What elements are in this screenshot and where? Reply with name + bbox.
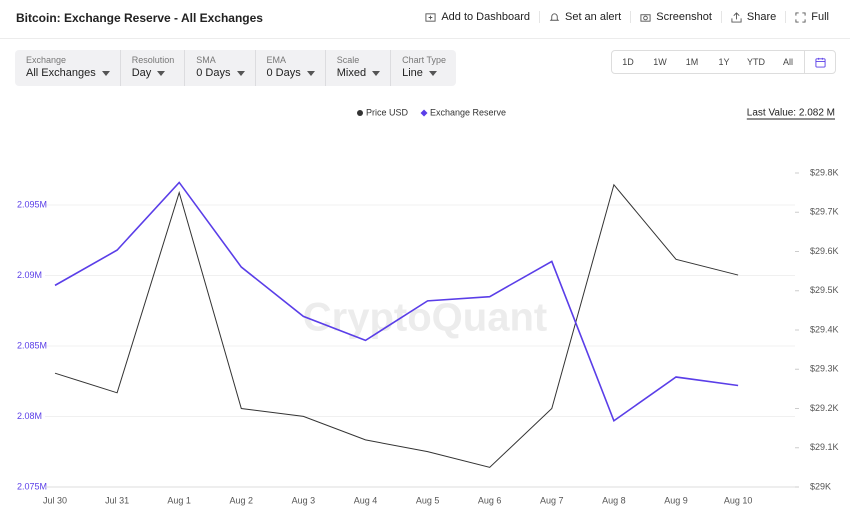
button-label: Add to Dashboard — [441, 11, 530, 23]
legend-marker — [420, 109, 428, 117]
x-tick-label: Aug 10 — [724, 495, 753, 505]
filter-value-row: Day — [132, 67, 175, 79]
y-tick-label: 2.095M — [17, 199, 47, 209]
filter-dropdown[interactable]: Scale Mixed — [324, 50, 390, 86]
y2-tick-label: $29.6K — [810, 246, 839, 256]
toolbar: Add to Dashboard Set an alert Screenshot… — [416, 11, 838, 23]
filter-dropdown[interactable]: SMA 0 Days — [184, 50, 254, 86]
y2-tick-label: $29.3K — [810, 364, 839, 374]
x-tick-label: Aug 5 — [416, 495, 440, 505]
x-tick-label: Aug 2 — [230, 495, 254, 505]
filter-dropdown[interactable]: EMA 0 Days — [254, 50, 325, 86]
range-button[interactable]: 1M — [685, 57, 699, 67]
filter-value-row: 0 Days — [267, 67, 315, 79]
calendar-button[interactable] — [804, 51, 835, 73]
icon — [731, 11, 742, 23]
dropdown-caret — [236, 70, 245, 76]
y2-tick-label: $29.7K — [810, 207, 839, 217]
page-title: Bitcoin: Exchange Reserve - All Exchange… — [16, 11, 263, 25]
fullscreen-button[interactable]: Full — [785, 11, 838, 23]
x-tick-label: Jul 31 — [105, 495, 129, 505]
filter-label: Chart Type — [402, 55, 446, 65]
icon — [795, 11, 806, 23]
button-label: Set an alert — [564, 11, 622, 23]
alert-button[interactable]: Set an alert — [538, 11, 630, 23]
filter-value: 0 Days — [196, 67, 231, 79]
y2-tick-label: $29.4K — [810, 324, 839, 334]
y2-tick-label: $29.8K — [810, 167, 839, 177]
range-button[interactable]: 1Y — [718, 57, 730, 67]
last-value: Last Value: 2.082 M — [747, 108, 835, 119]
series-line — [54, 183, 739, 468]
filter-value-row: All Exchanges — [26, 67, 110, 79]
filter-label: SMA — [196, 55, 216, 65]
y-tick-label: 2.085M — [17, 340, 47, 350]
dropdown-caret — [428, 70, 437, 76]
add-dashboard-button[interactable]: Add to Dashboard — [416, 11, 539, 23]
x-tick-label: Jul 30 — [43, 495, 67, 505]
filter-value: Day — [131, 67, 152, 79]
y-tick-label: 2.08M — [17, 411, 42, 421]
filter-dropdown[interactable]: Chart Type Line — [390, 50, 456, 86]
calendar-icon — [814, 57, 826, 68]
button-label: Full — [811, 11, 829, 23]
filter-value: Mixed — [336, 67, 367, 79]
dropdown-caret — [157, 70, 166, 76]
y2-tick-label: $29.1K — [810, 442, 839, 452]
filter-label: Exchange — [26, 55, 67, 65]
filter-value: Line — [402, 67, 423, 79]
filter-value-row: Line — [402, 67, 446, 79]
range-button[interactable]: All — [782, 57, 793, 67]
range-button[interactable]: 1D — [622, 57, 634, 67]
legend-label: Exchange Reserve — [430, 107, 506, 117]
range-button[interactable]: 1W — [653, 57, 667, 67]
screenshot-button[interactable]: Screenshot — [630, 11, 721, 23]
series-line — [54, 181, 739, 422]
y-tick-label: 2.075M — [17, 481, 47, 491]
share-button[interactable]: Share — [720, 11, 785, 23]
filter-dropdown[interactable]: Resolution Day — [119, 50, 185, 86]
filter-value: 0 Days — [266, 67, 301, 79]
x-tick-label: Aug 7 — [540, 495, 564, 505]
filter-value: All Exchanges — [26, 67, 96, 79]
x-tick-label: Aug 9 — [664, 495, 688, 505]
button-label: Share — [746, 11, 777, 23]
filter-label: EMA — [266, 55, 287, 65]
filter-label: Resolution — [131, 55, 175, 65]
filter-value-row: Mixed — [336, 67, 381, 79]
y2-tick-label: $29K — [810, 481, 831, 491]
range-selector: 1D 1W 1M 1Y YTD All — [611, 50, 836, 74]
x-tick-label: Aug 4 — [354, 495, 378, 505]
dropdown-caret — [372, 70, 381, 76]
filter-label: Scale — [336, 55, 360, 65]
range-button[interactable]: YTD — [747, 57, 765, 67]
x-tick-label: Aug 3 — [292, 495, 316, 505]
y2-tick-label: $29.5K — [810, 285, 839, 295]
dropdown-caret — [306, 70, 315, 76]
x-tick-label: Aug 1 — [167, 495, 191, 505]
dropdown-caret — [101, 70, 110, 76]
divider — [0, 38, 850, 39]
x-tick-label: Aug 6 — [478, 495, 502, 505]
y-tick-label: 2.09M — [17, 270, 42, 280]
filter-dropdown[interactable]: Exchange All Exchanges — [15, 50, 120, 86]
legend-marker — [357, 110, 363, 116]
legend-label: Price USD — [366, 107, 409, 117]
icon — [640, 13, 651, 22]
filter-bar: Exchange All Exchanges Resolution Day SMA 0 D… — [15, 50, 456, 86]
filter-value-row: 0 Days — [196, 67, 245, 79]
x-tick-label: Aug 8 — [602, 495, 626, 505]
button-label: Screenshot — [656, 11, 712, 23]
icon — [549, 12, 560, 21]
y2-tick-label: $29.2K — [810, 403, 839, 413]
icon — [425, 12, 436, 22]
